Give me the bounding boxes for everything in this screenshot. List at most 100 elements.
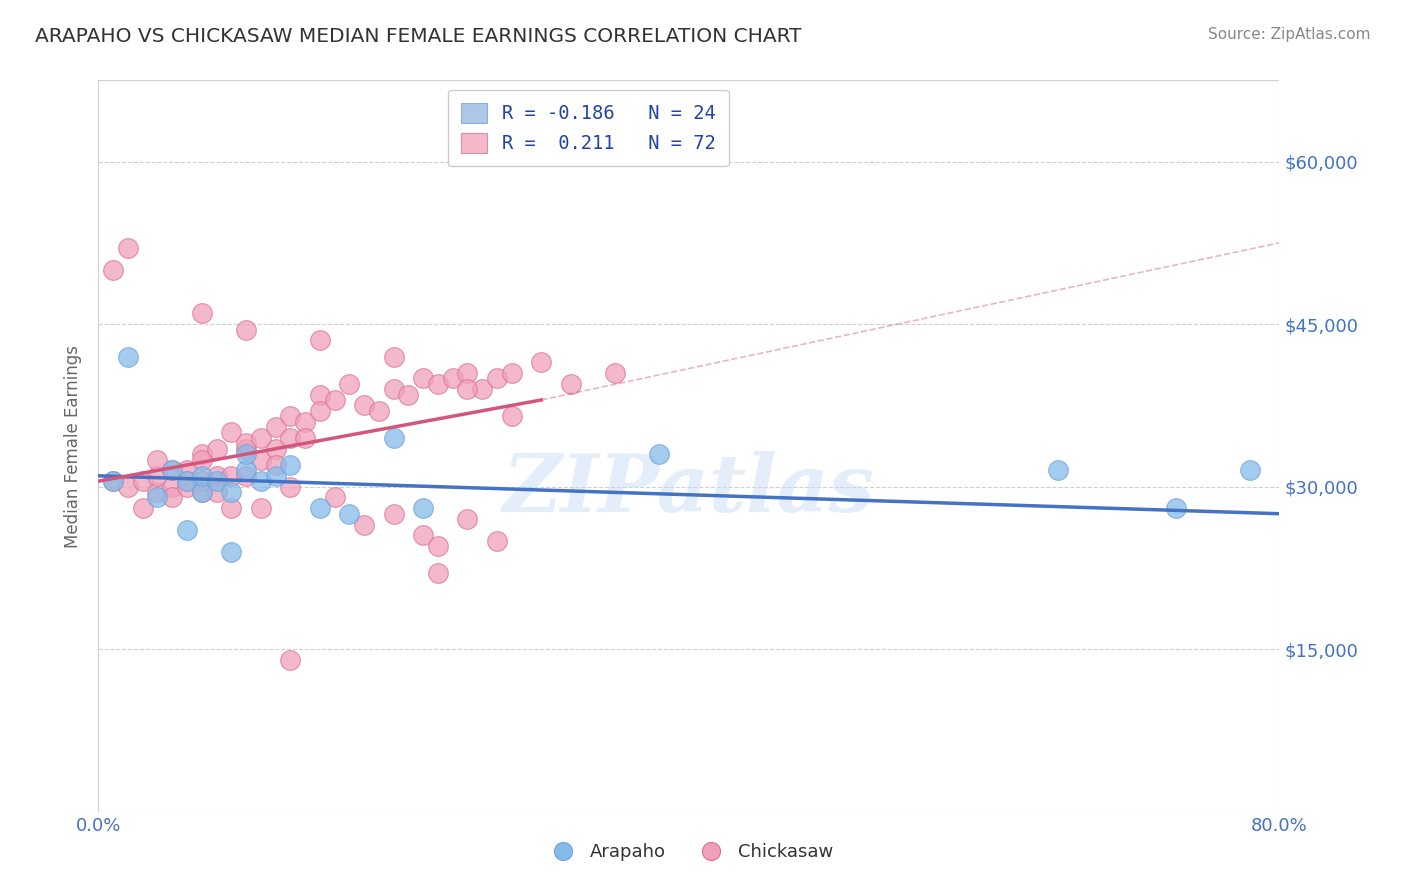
Point [398,387,420,401]
Point [176,463,198,477]
Point [353,517,375,532]
Point [457,382,479,396]
Point [339,376,361,391]
Point [264,442,287,456]
Point [162,463,183,477]
Point [339,507,361,521]
Point [323,392,346,407]
Text: ZIPatlas: ZIPatlas [503,451,875,529]
Point [250,431,273,445]
Point [280,480,302,494]
Point [205,485,228,500]
Point [427,566,450,581]
Point [235,447,257,461]
Point [132,501,155,516]
Point [427,539,450,553]
Point [605,366,627,380]
Point [368,404,391,418]
Point [412,528,434,542]
Point [221,485,243,500]
Point [486,533,509,548]
Point [309,501,332,516]
Point [441,371,464,385]
Point [221,468,243,483]
Point [412,371,434,385]
Point [191,485,214,500]
Point [457,366,479,380]
Point [382,507,405,521]
Legend: Arapaho, Chickasaw: Arapaho, Chickasaw [537,836,841,869]
Point [353,398,375,412]
Point [235,463,257,477]
Point [457,512,479,526]
Point [103,474,125,488]
Point [146,452,169,467]
Point [205,468,228,483]
Point [309,334,332,348]
Point [250,452,273,467]
Point [235,442,257,456]
Point [1239,463,1261,477]
Point [427,376,450,391]
Point [235,322,257,336]
Point [280,458,302,472]
Point [146,468,169,483]
Point [309,387,332,401]
Point [309,404,332,418]
Point [221,425,243,440]
Point [294,415,316,429]
Text: Source: ZipAtlas.com: Source: ZipAtlas.com [1208,27,1371,42]
Point [146,491,169,505]
Point [205,442,228,456]
Point [264,458,287,472]
Point [294,431,316,445]
Point [412,501,434,516]
Point [382,350,405,364]
Point [323,491,346,505]
Point [162,480,183,494]
Point [250,501,273,516]
Point [221,501,243,516]
Point [486,371,509,385]
Point [191,306,214,320]
Point [235,436,257,450]
Point [205,474,228,488]
Point [191,447,214,461]
Point [648,447,671,461]
Point [176,474,198,488]
Point [176,480,198,494]
Y-axis label: Median Female Earnings: Median Female Earnings [65,344,83,548]
Point [132,474,155,488]
Point [117,350,139,364]
Point [162,463,183,477]
Point [162,491,183,505]
Point [280,409,302,424]
Point [117,480,139,494]
Point [382,431,405,445]
Point [1046,463,1070,477]
Point [191,468,214,483]
Point [501,409,523,424]
Point [264,420,287,434]
Point [280,431,302,445]
Text: ARAPAHO VS CHICKASAW MEDIAN FEMALE EARNINGS CORRELATION CHART: ARAPAHO VS CHICKASAW MEDIAN FEMALE EARNI… [35,27,801,45]
Point [250,474,273,488]
Point [176,474,198,488]
Point [264,468,287,483]
Point [235,468,257,483]
Point [103,474,125,488]
Point [176,523,198,537]
Point [146,485,169,500]
Point [382,382,405,396]
Point [471,382,494,396]
Point [117,241,139,255]
Point [530,355,553,369]
Point [280,653,302,667]
Point [191,452,214,467]
Point [1166,501,1188,516]
Point [103,263,125,277]
Point [501,366,523,380]
Point [560,376,582,391]
Point [191,474,214,488]
Point [221,544,243,558]
